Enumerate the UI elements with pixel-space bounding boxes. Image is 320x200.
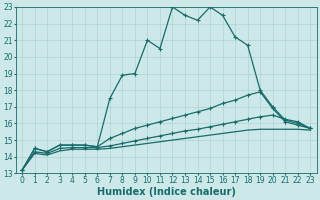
X-axis label: Humidex (Indice chaleur): Humidex (Indice chaleur)	[97, 187, 236, 197]
